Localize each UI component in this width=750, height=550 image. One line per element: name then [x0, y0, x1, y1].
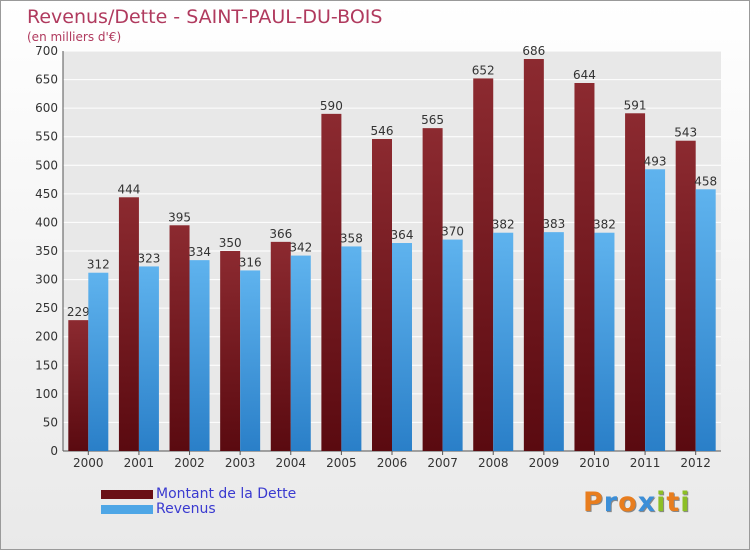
y-tick-label: 250 [35, 301, 58, 315]
x-tick-label: 2008 [478, 456, 509, 470]
x-tick-label: 2006 [377, 456, 408, 470]
bar-revenus [189, 260, 210, 451]
bar-dette [675, 140, 696, 451]
x-tick-label: 2007 [427, 456, 458, 470]
bar-dette [169, 225, 190, 451]
value-label-dette: 644 [573, 68, 596, 82]
y-tick-label: 200 [35, 330, 58, 344]
bar-revenus [88, 272, 109, 451]
bar-revenus [392, 243, 412, 451]
x-tick-label: 2012 [680, 456, 711, 470]
legend-swatch-revenus [101, 505, 153, 514]
bar-dette [68, 320, 89, 451]
value-label-dette: 686 [522, 44, 545, 58]
y-tick-label: 350 [35, 244, 58, 258]
bar-revenus [594, 232, 615, 451]
bar-revenus [341, 246, 362, 451]
y-tick-label: 450 [35, 187, 58, 201]
bar-dette [523, 59, 544, 451]
value-label-dette: 366 [269, 227, 292, 241]
legend-label-revenus: Revenus [156, 501, 216, 517]
proxiti-logo: Proxiti [583, 487, 691, 518]
y-tick-label: 500 [35, 158, 58, 172]
bar-dette [321, 113, 342, 451]
chart-title: Revenus/Dette - SAINT-PAUL-DU-BOIS [27, 6, 383, 28]
x-tick-label: 2001 [124, 456, 155, 470]
legend-label-dette: Montant de la Dette [156, 486, 297, 502]
bar-revenus [290, 255, 311, 451]
logo-letter: o [618, 487, 638, 518]
value-label-revenus: 382 [593, 218, 616, 232]
value-label-revenus: 383 [542, 217, 565, 231]
y-tick-label: 400 [35, 215, 58, 229]
y-tick-label: 550 [35, 130, 58, 144]
bar-revenus [695, 189, 716, 452]
x-tick-label: 2005 [326, 456, 357, 470]
value-label-dette: 350 [219, 236, 242, 250]
bar-revenus [543, 232, 564, 451]
value-label-revenus: 370 [441, 225, 464, 239]
legend: Montant de la Dette Revenus [101, 487, 296, 517]
x-tick-label: 2010 [579, 456, 610, 470]
value-label-dette: 591 [624, 98, 647, 112]
value-label-dette: 395 [168, 210, 191, 224]
y-tick-label: 0 [50, 444, 58, 458]
bar-revenus [240, 270, 261, 451]
logo-letter: t [666, 487, 681, 518]
value-label-dette: 543 [674, 126, 697, 140]
bar-revenus [645, 169, 666, 452]
value-label-dette: 444 [117, 182, 140, 196]
value-label-revenus: 323 [137, 251, 160, 265]
x-tick-label: 2002 [174, 456, 205, 470]
legend-item-dette: Montant de la Dette [101, 487, 296, 502]
y-tick-label: 600 [35, 101, 58, 115]
bar-dette [270, 241, 291, 451]
bar-dette [118, 197, 139, 451]
value-label-dette: 546 [371, 124, 394, 138]
legend-swatch-dette [101, 490, 153, 499]
value-label-revenus: 312 [87, 258, 110, 272]
y-tick-label: 300 [35, 273, 58, 287]
value-label-revenus: 316 [239, 255, 262, 269]
bar-revenus [442, 239, 463, 451]
value-label-revenus: 382 [492, 218, 515, 232]
value-label-revenus: 493 [644, 154, 667, 168]
y-tick-label: 650 [35, 73, 58, 87]
y-tick-label: 100 [35, 387, 58, 401]
x-tick-label: 2000 [73, 456, 104, 470]
value-label-revenus: 358 [340, 231, 363, 245]
y-tick-label: 700 [35, 44, 58, 58]
x-tick-label: 2009 [529, 456, 560, 470]
chart-subtitle: (en milliers d'€) [27, 30, 122, 44]
value-label-dette: 565 [421, 113, 444, 127]
value-label-revenus: 334 [188, 245, 211, 259]
y-tick-label: 150 [35, 358, 58, 372]
x-tick-label: 2011 [630, 456, 661, 470]
value-label-dette: 229 [67, 305, 90, 319]
bar-dette [422, 128, 443, 451]
value-label-revenus: 458 [694, 174, 717, 188]
bar-dette [372, 139, 392, 451]
logo-letter: i [656, 487, 667, 518]
bar-revenus [493, 232, 514, 451]
bar-dette [473, 78, 494, 451]
value-label-revenus: 342 [289, 241, 312, 255]
value-label-dette: 652 [472, 63, 495, 77]
logo-letter: x [637, 487, 657, 518]
bar-dette [574, 83, 595, 451]
logo-letter: P [583, 487, 604, 518]
value-label-dette: 590 [320, 99, 343, 113]
x-tick-label: 2004 [275, 456, 306, 470]
x-tick-label: 2003 [225, 456, 256, 470]
y-tick-label: 50 [43, 415, 58, 429]
bar-revenus [138, 266, 159, 451]
legend-item-revenus: Revenus [101, 502, 296, 517]
bar-dette [625, 113, 646, 452]
bar-dette [220, 251, 241, 451]
value-label-revenus: 364 [391, 228, 414, 242]
logo-letter: i [680, 487, 691, 518]
logo-letter: r [603, 487, 619, 518]
